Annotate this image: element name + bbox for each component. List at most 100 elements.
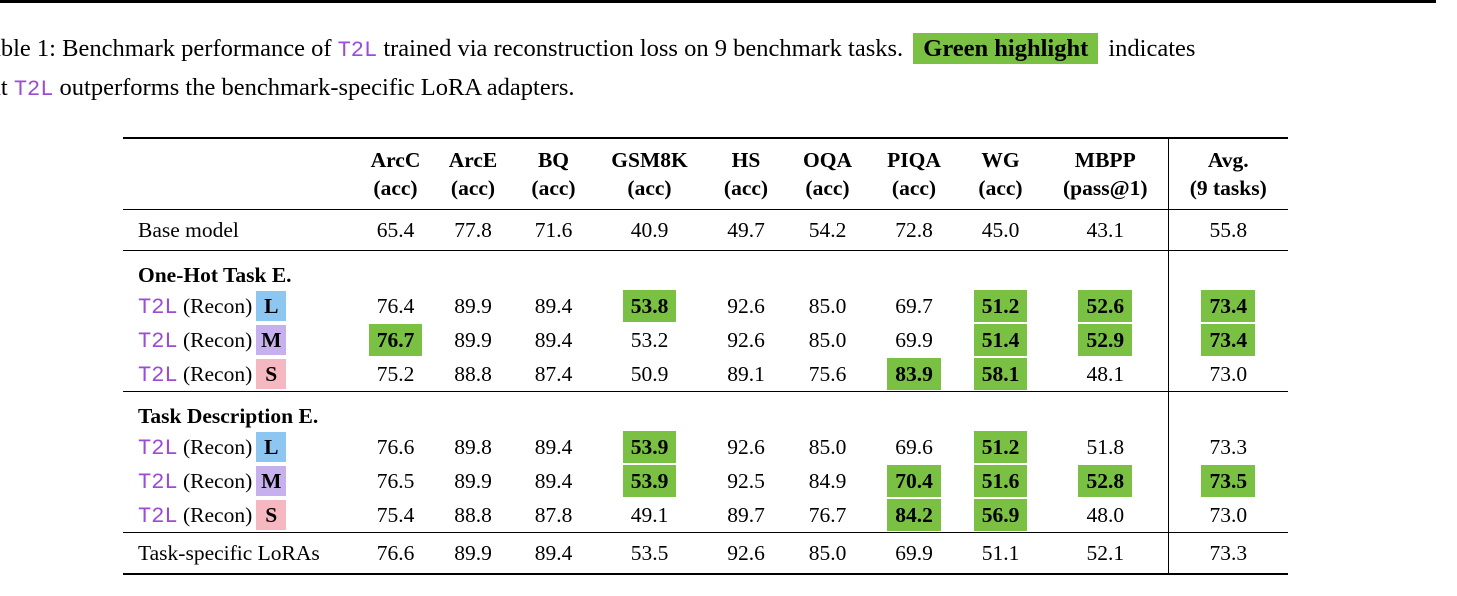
column-name: GSM8K <box>611 148 688 172</box>
table-cell: 85.0 <box>808 294 847 318</box>
highlighted-value: 84.2 <box>887 499 941 531</box>
header-row: ArcC (acc) ArcE (acc) BQ (acc) GSM8K (acc) HS (ac… <box>123 138 1288 210</box>
results-table: ArcC (acc) ArcE (acc) BQ (acc) GSM8K (acc) HS (ac… <box>123 137 1288 575</box>
table-cell: 92.5 <box>727 469 765 493</box>
table-cell: 70.4 <box>870 464 958 498</box>
caption-line-1: able 1: Benchmark performance of T2L tra… <box>0 30 1457 69</box>
table-row: T2L (Recon) M 76.7 89.9 89.4 53.2 92.6 85.0 69.9… <box>123 323 1288 357</box>
caption-model: T2L <box>337 38 378 63</box>
table-cell: 73.3 <box>1167 532 1288 574</box>
table-cell: 73.0 <box>1167 357 1288 392</box>
table-cell: 76.6 <box>376 435 415 459</box>
column-name: MBPP <box>1074 148 1136 172</box>
table-cell: 73.4 <box>1167 323 1288 357</box>
table-cell: 89.7 <box>727 503 765 527</box>
caption-line-2: at T2L outperforms the benchmark-specifi… <box>0 69 1457 108</box>
table-cell: 75.2 <box>376 362 415 386</box>
table-cell: 51.2 <box>958 289 1043 323</box>
table-cell: 73.5 <box>1167 464 1288 498</box>
empty-cell <box>707 392 785 431</box>
column-header: GSM8K (acc) <box>592 138 707 210</box>
table-cell: 92.6 <box>727 328 765 352</box>
highlighted-value: 83.9 <box>887 358 941 390</box>
highlighted-value: 58.1 <box>973 358 1028 390</box>
highlighted-value: 70.4 <box>887 465 941 497</box>
highlighted-value: 51.4 <box>973 324 1028 356</box>
column-metric: (acc) <box>978 176 1023 200</box>
table-row: Task-specific LoRAs 76.6 89.9 89.4 53.5 92.6 8… <box>123 532 1288 574</box>
empty-cell <box>431 251 515 290</box>
empty-cell <box>360 392 431 431</box>
method-label: (Recon) <box>182 434 253 459</box>
empty-cell <box>592 392 707 431</box>
size-badge: L <box>256 431 287 462</box>
table-row: T2L (Recon) S 75.2 88.8 87.4 50.9 89.1 75.6 83.9… <box>123 357 1288 392</box>
table-cell: 69.6 <box>895 435 933 459</box>
table-cell: 89.9 <box>454 294 492 318</box>
table-cell: 87.8 <box>534 503 573 527</box>
column-header: MBPP (pass@1) <box>1043 138 1168 210</box>
highlighted-value: 52.9 <box>1078 324 1133 356</box>
highlighted-value: 73.4 <box>1201 324 1256 356</box>
table-cell: 76.7 <box>808 503 847 527</box>
column-name: OQA <box>803 148 852 172</box>
empty-cell <box>785 251 870 290</box>
table-cell: 75.6 <box>808 362 847 386</box>
group-header-row: One-Hot Task E. <box>123 250 1288 290</box>
column-header: ArcC (acc) <box>360 138 431 210</box>
table-cell: 52.9 <box>1043 323 1168 357</box>
empty-cell <box>958 392 1043 431</box>
table-row: T2L (Recon) L 76.4 89.9 89.4 53.8 92.6 85.0 69.7… <box>123 289 1288 323</box>
empty-cell <box>785 392 870 431</box>
table-cell: 69.9 <box>895 328 933 352</box>
column-header: BQ (acc) <box>515 138 592 210</box>
table-cell: 51.2 <box>958 430 1043 464</box>
caption-line2-prefix: at <box>0 74 8 101</box>
table-cell: 89.9 <box>454 469 492 493</box>
table-cell: 49.1 <box>630 503 669 527</box>
highlighted-value: 51.6 <box>973 465 1028 497</box>
model-name: T2L <box>138 362 178 388</box>
empty-cell <box>592 251 707 290</box>
caption-line2-rest: outperforms the benchmark-specific LoRA … <box>59 74 575 101</box>
table-cell: 76.4 <box>376 294 415 318</box>
table-cell: 54.2 <box>808 218 847 242</box>
method-label: (Recon) <box>182 327 253 352</box>
row-label: T2L (Recon) S <box>123 498 360 533</box>
column-metric: (acc) <box>373 176 418 200</box>
table-cell: 89.8 <box>454 435 492 459</box>
top-rule <box>0 0 1436 3</box>
empty-cell <box>1167 391 1288 430</box>
column-header: HS (acc) <box>707 138 785 210</box>
highlighted-value: 56.9 <box>973 499 1028 531</box>
column-name: HS <box>731 148 761 172</box>
table-cell: 49.7 <box>727 218 765 242</box>
table-cell: 76.6 <box>376 541 415 565</box>
table-cell: 53.9 <box>592 464 707 498</box>
highlighted-value: 51.2 <box>973 431 1028 463</box>
column-metric: (acc) <box>627 176 672 200</box>
table-cell: 89.1 <box>727 362 765 386</box>
row-label: T2L (Recon) L <box>123 289 360 323</box>
highlighted-value: 52.6 <box>1078 290 1133 322</box>
table-cell: 84.2 <box>870 498 958 533</box>
group-title: One-Hot Task E. <box>138 263 292 287</box>
table-cell: 40.9 <box>630 218 669 242</box>
table-cell: 89.4 <box>534 328 573 352</box>
model-name: T2L <box>138 469 178 495</box>
table-cell: 51.4 <box>958 323 1043 357</box>
table-cell: 58.1 <box>958 357 1043 392</box>
column-header: PIQA (acc) <box>870 138 958 210</box>
model-name: T2L <box>138 435 178 461</box>
model-name: T2L <box>138 294 178 320</box>
empty-cell <box>1043 392 1168 431</box>
table-caption: able 1: Benchmark performance of T2L tra… <box>0 30 1457 108</box>
empty-cell <box>515 251 592 290</box>
empty-cell <box>360 251 431 290</box>
table-cell: 76.5 <box>376 469 415 493</box>
caption-prefix: able 1: Benchmark performance of <box>0 35 332 62</box>
table-cell: 73.0 <box>1167 498 1288 533</box>
column-name: ArcE <box>448 148 498 172</box>
column-metric: (acc) <box>723 176 769 200</box>
table-cell: 48.1 <box>1086 362 1125 386</box>
